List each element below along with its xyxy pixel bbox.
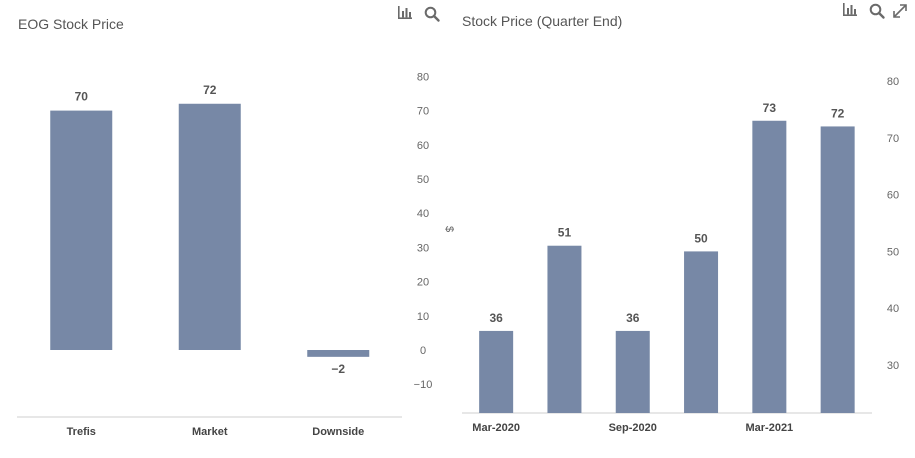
left-y-tick-label: 50 <box>417 174 429 186</box>
left-bar-downside[interactable] <box>307 350 370 357</box>
left-chart-title: EOG Stock Price <box>18 16 124 32</box>
left-data-label: 70 <box>75 90 89 104</box>
right-bar-jun-2020[interactable] <box>547 245 582 413</box>
right-data-label: 72 <box>831 106 845 120</box>
right-data-label: 36 <box>489 311 503 325</box>
right-chart-title: Stock Price (Quarter End) <box>462 13 623 29</box>
right-bar-dec-2020[interactable] <box>684 251 719 413</box>
right-data-label: 50 <box>694 231 708 245</box>
left-bar-market[interactable] <box>178 103 241 350</box>
left-y-tick-label: 30 <box>417 242 429 254</box>
left-y-tick-label: 20 <box>417 277 429 289</box>
search-icon[interactable] <box>423 5 441 23</box>
right-bar-mar-2021[interactable] <box>752 120 787 413</box>
right-chart-panel: 36 Mar-2020 51 36 Sep-2020 50 73 Mar-2021 72 80 70… <box>450 0 915 458</box>
left-y-axis-label: $ <box>443 226 455 232</box>
left-chart-svg: 70 Trefis 72 Market −2 Downside 80 70 60 50 40 30 20… <box>17 71 455 438</box>
expand-icon[interactable] <box>891 2 909 20</box>
left-y-tick-label: 10 <box>417 311 429 323</box>
right-y-tick-label: 30 <box>887 360 899 372</box>
right-bar-mar-2020[interactable] <box>479 330 514 413</box>
right-y-tick-label: 60 <box>887 190 899 202</box>
right-category-label: Sep-2020 <box>609 422 657 434</box>
right-category-label: Mar-2020 <box>472 422 520 434</box>
right-bar-jun-2021[interactable] <box>820 126 855 413</box>
right-y-tick-label: 70 <box>887 133 899 145</box>
right-data-label: 36 <box>626 311 640 325</box>
right-data-label: 51 <box>558 226 572 240</box>
left-category-label: Trefis <box>67 426 96 438</box>
bar-chart-icon[interactable] <box>841 1 859 19</box>
right-y-tick-label: 80 <box>887 76 899 88</box>
left-data-label: −2 <box>331 362 345 376</box>
left-y-tick-label: −10 <box>414 379 433 391</box>
left-category-label: Downside <box>312 426 364 438</box>
right-y-tick-label: 40 <box>887 303 899 315</box>
right-chart-svg: 36 Mar-2020 51 36 Sep-2020 50 73 Mar-2021 72 80 70… <box>462 76 899 434</box>
left-y-tick-label: 0 <box>420 345 426 357</box>
left-chart-panel: 70 Trefis 72 Market −2 Downside 80 70 60 50 40 30 20… <box>0 0 455 458</box>
bar-chart-icon[interactable] <box>396 4 414 22</box>
right-y-tick-label: 50 <box>887 246 899 258</box>
left-data-label: 72 <box>203 83 217 97</box>
right-bar-sep-2020[interactable] <box>615 330 650 413</box>
left-y-tick-label: 40 <box>417 208 429 220</box>
left-y-tick-label: 60 <box>417 140 429 152</box>
left-y-tick-label: 70 <box>417 106 429 118</box>
right-data-label: 73 <box>763 101 777 115</box>
left-category-label: Market <box>192 426 228 438</box>
left-y-tick-label: 80 <box>417 71 429 83</box>
left-bar-trefis[interactable] <box>50 110 113 350</box>
right-category-label: Mar-2021 <box>745 422 793 434</box>
search-icon[interactable] <box>868 2 886 20</box>
